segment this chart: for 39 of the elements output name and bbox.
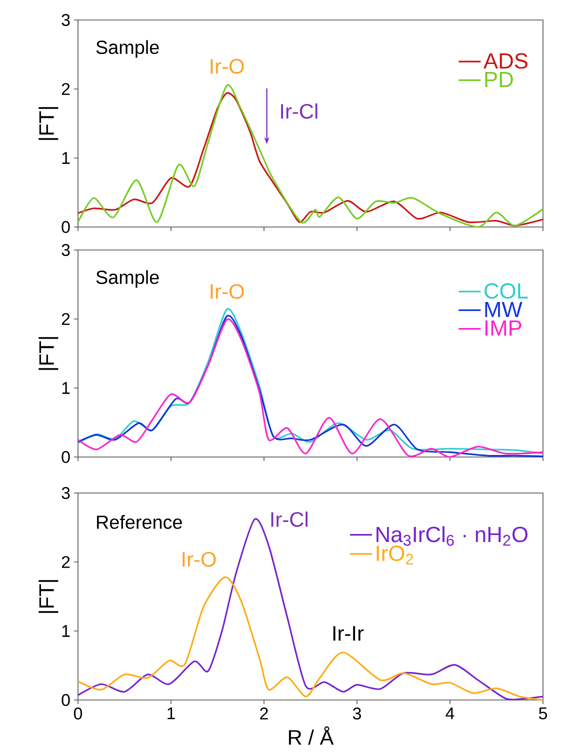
annotation: Ir-O — [182, 552, 216, 567]
line-series — [77, 576, 544, 701]
y-tick-label: 3 — [62, 487, 70, 499]
y-tick-label: 2 — [62, 556, 70, 568]
y-axis-title: |FT| — [38, 580, 58, 613]
y-axis-title: |FT| — [38, 107, 58, 140]
legend-label: Na$_{3}$IrCl$_{6}$ · nH$_{2}$O — [376, 526, 528, 546]
x-tick-label: 4 — [446, 708, 454, 720]
y-tick-label: 1 — [62, 625, 70, 637]
y-tick-label: 0 — [62, 451, 70, 463]
legend-label: IrO$_{2}$ — [376, 546, 413, 564]
legend-label: IMP — [485, 320, 522, 336]
y-tick-label: 2 — [62, 83, 70, 95]
legend-label: MW — [485, 302, 522, 318]
y-tick-label: 3 — [62, 14, 70, 26]
legend-label: ADS — [484, 53, 528, 69]
annotation: Sample — [96, 270, 159, 288]
annotation: Ir-Cl — [271, 512, 308, 527]
x-tick-label: 2 — [260, 708, 268, 720]
annotation: Ir-Cl — [281, 103, 318, 119]
annotation: Ir-Ir — [333, 626, 364, 641]
annotation: Reference — [97, 515, 182, 529]
x-tick-label: 0 — [74, 708, 82, 720]
x-tick-label: 1 — [168, 708, 175, 720]
legend-label: COL — [484, 283, 528, 299]
y-tick-label: 1 — [62, 152, 70, 164]
x-tick-label: 5 — [538, 708, 547, 720]
y-tick-label: 2 — [62, 313, 70, 325]
annotation: Ir-O — [210, 58, 244, 74]
x-axis-title: R / Å — [288, 726, 334, 745]
annotation: Ir-O — [210, 284, 244, 299]
annotation: Sample — [96, 40, 159, 58]
legend-label: PD — [485, 72, 513, 88]
y-axis-title: |FT| — [38, 337, 58, 370]
x-tick-label: 3 — [352, 708, 361, 720]
y-tick-label: 0 — [62, 694, 70, 706]
y-tick-label: 1 — [62, 382, 70, 394]
y-tick-label: 0 — [62, 220, 70, 233]
y-tick-label: 3 — [62, 244, 70, 256]
